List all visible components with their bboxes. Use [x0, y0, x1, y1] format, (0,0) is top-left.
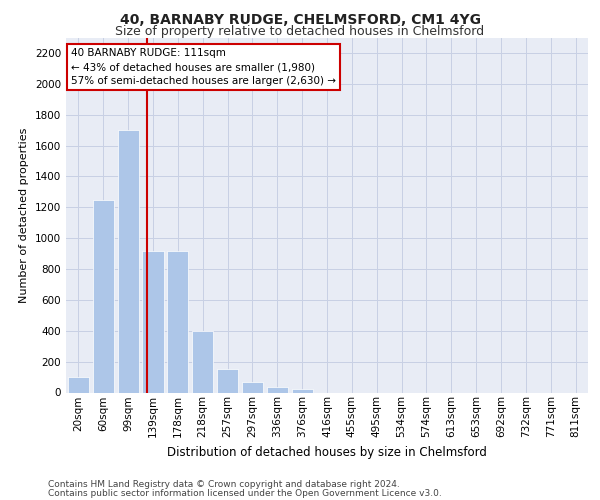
Bar: [267, 387, 288, 392]
Bar: [242, 382, 263, 392]
Bar: [192, 331, 213, 392]
Bar: [93, 200, 114, 392]
Text: Contains public sector information licensed under the Open Government Licence v3: Contains public sector information licen…: [48, 489, 442, 498]
Text: Contains HM Land Registry data © Crown copyright and database right 2024.: Contains HM Land Registry data © Crown c…: [48, 480, 400, 489]
Bar: [217, 370, 238, 392]
Text: 40, BARNABY RUDGE, CHELMSFORD, CM1 4YG: 40, BARNABY RUDGE, CHELMSFORD, CM1 4YG: [119, 12, 481, 26]
Text: 40 BARNABY RUDGE: 111sqm
← 43% of detached houses are smaller (1,980)
57% of sem: 40 BARNABY RUDGE: 111sqm ← 43% of detach…: [71, 48, 336, 86]
Text: Size of property relative to detached houses in Chelmsford: Size of property relative to detached ho…: [115, 25, 485, 38]
Bar: [118, 130, 139, 392]
Bar: [292, 388, 313, 392]
Bar: [142, 250, 164, 392]
Bar: [167, 250, 188, 392]
Bar: [68, 377, 89, 392]
Y-axis label: Number of detached properties: Number of detached properties: [19, 128, 29, 302]
X-axis label: Distribution of detached houses by size in Chelmsford: Distribution of detached houses by size …: [167, 446, 487, 458]
